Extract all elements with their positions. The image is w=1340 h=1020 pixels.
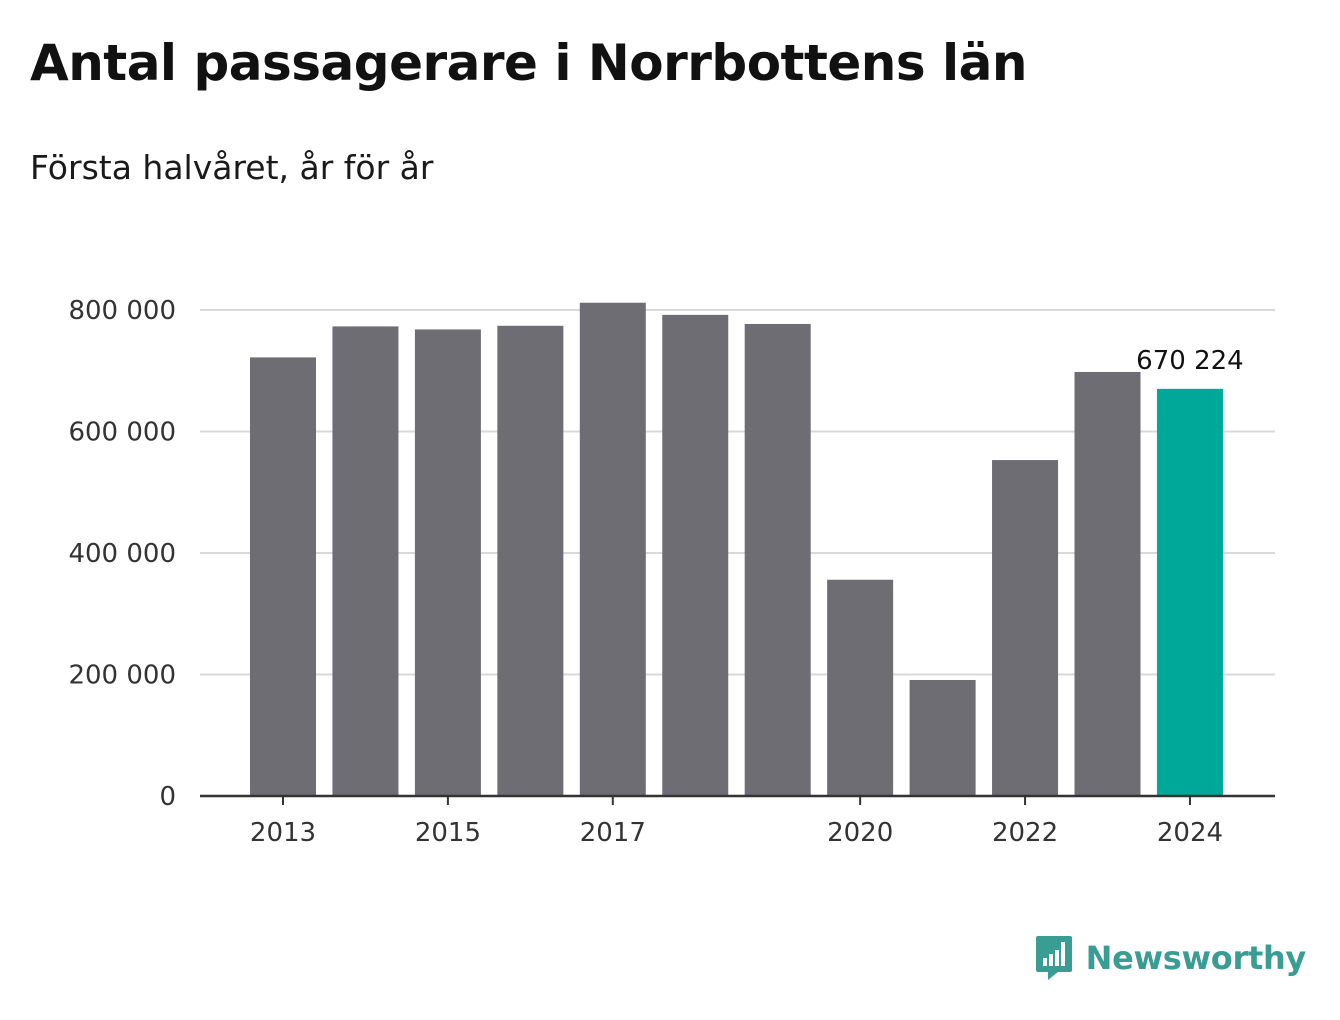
- bars: [250, 302, 1223, 796]
- y-tick-label: 400 000: [68, 539, 176, 569]
- bar-2015: [414, 329, 481, 796]
- bar-2016: [497, 325, 564, 796]
- chart-title: Antal passagerare i Norrbottens län: [30, 34, 1028, 92]
- bar-2018: [662, 314, 729, 796]
- bar-2021: [909, 679, 976, 796]
- x-tick-label: 2013: [250, 818, 316, 848]
- x-tick-label: 2017: [580, 818, 646, 848]
- x-axis: [200, 794, 1275, 805]
- bar-2022: [992, 460, 1059, 796]
- bar-2014: [332, 326, 399, 796]
- bar-chart-speech-bubble-icon: [1035, 936, 1072, 980]
- brand-logo: Newsworthy: [1034, 934, 1306, 982]
- y-tick-label: 200 000: [68, 661, 176, 691]
- x-tick-label: 2024: [1157, 818, 1223, 848]
- chart-subtitle: Första halvåret, år för år: [30, 148, 434, 187]
- y-tick-label: 800 000: [68, 296, 176, 326]
- bar-2020: [827, 579, 894, 796]
- y-tick-label: 0: [159, 782, 176, 812]
- value-label: 670 224: [1136, 346, 1244, 376]
- labels: 0 200 000 400 000 600 000 800 000 2013 2015 201…: [68, 296, 1243, 848]
- x-tick-label: 2015: [415, 818, 481, 848]
- brand-name: Newsworthy: [1085, 939, 1307, 977]
- x-tick-label: 2022: [992, 818, 1058, 848]
- bar-2024: [1156, 388, 1223, 796]
- x-tick-label: 2020: [827, 818, 893, 848]
- bar-2013: [250, 357, 316, 796]
- bar-2017: [579, 302, 646, 796]
- bar-2019: [744, 323, 811, 796]
- y-tick-label: 600 000: [68, 418, 176, 448]
- bar-2023: [1074, 371, 1141, 796]
